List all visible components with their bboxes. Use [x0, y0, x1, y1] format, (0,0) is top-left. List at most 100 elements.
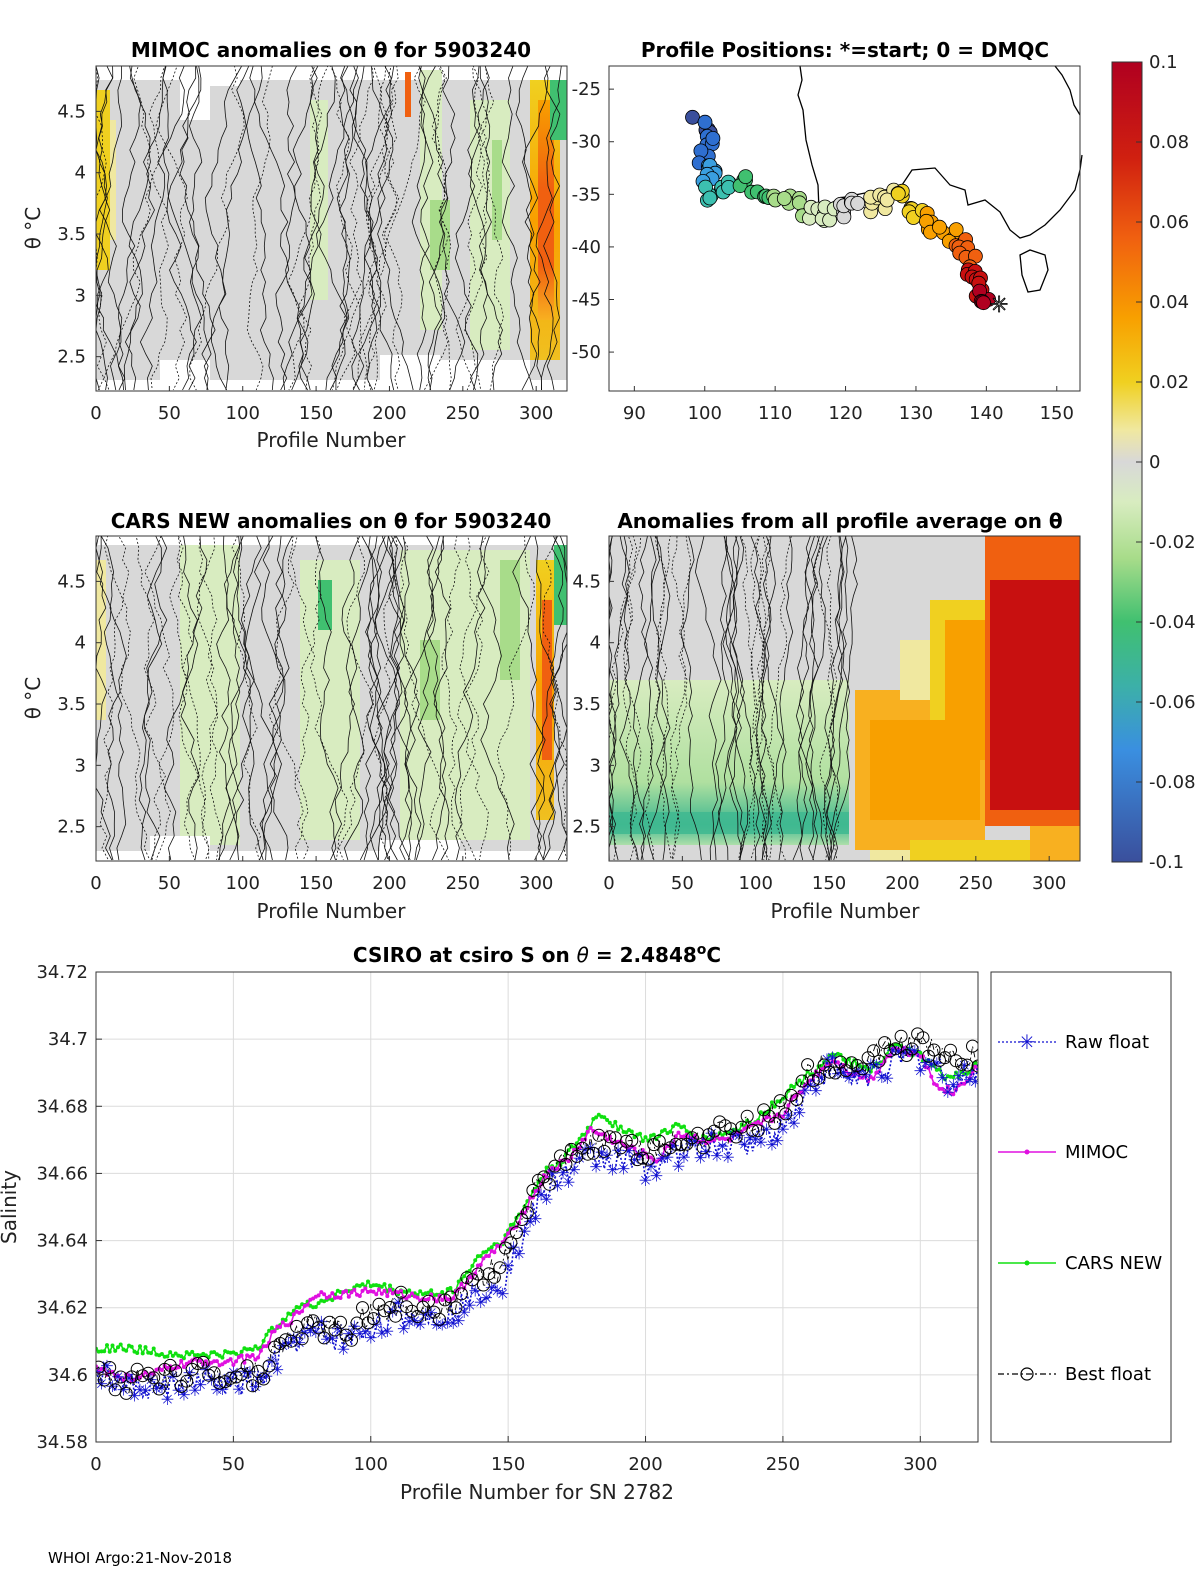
y-tick-label: 34.58 — [36, 1432, 88, 1453]
data-point: ✳ — [139, 1381, 152, 1400]
anomaly-contour — [454, 536, 495, 861]
data-point — [105, 1343, 109, 1348]
y-tick-label: 4 — [75, 163, 86, 184]
data-point — [394, 1285, 408, 1299]
data-point — [330, 1291, 335, 1296]
colorbar-tick-label: 0.08 — [1149, 132, 1189, 153]
allavg-axes-box — [608, 535, 1081, 862]
cars-panel: CARS NEW anomalies on θ for 5903240 0 50 1… — [21, 509, 568, 923]
data-point — [486, 1254, 491, 1258]
data-point — [371, 1283, 376, 1288]
x-tick-label: 200 — [628, 1454, 662, 1475]
data-point — [256, 1355, 261, 1360]
data-point — [487, 1270, 501, 1284]
data-point — [951, 1092, 956, 1097]
profile-position — [879, 192, 895, 208]
data-point — [636, 1151, 650, 1165]
data-point: ✳ — [529, 1209, 542, 1228]
data-point — [367, 1312, 380, 1326]
data-point — [250, 1353, 255, 1357]
anomaly-contour — [633, 536, 652, 861]
data-point — [399, 1289, 403, 1293]
data-point — [627, 1147, 631, 1152]
anomaly-contour — [296, 66, 359, 391]
data-point — [240, 1359, 254, 1373]
data-point — [272, 1329, 277, 1334]
data-point — [966, 1039, 978, 1053]
anomaly-contour — [670, 536, 688, 861]
data-point — [246, 1379, 260, 1393]
anomaly-contour — [398, 536, 420, 861]
positions-ticks: 90 100 110 120 130 140 150 -25 -30 -35 -40 -45 -50 — [572, 79, 1074, 424]
data-point — [165, 1354, 170, 1359]
data-point — [772, 1104, 777, 1109]
data-point — [143, 1345, 148, 1350]
anomaly-contour — [411, 66, 446, 391]
data-point — [588, 1125, 593, 1130]
data-point: ✳ — [875, 1068, 888, 1087]
x-tick-label: 300 — [903, 1454, 937, 1475]
data-point — [360, 1282, 365, 1287]
profile-position — [932, 219, 947, 235]
y-tick-label: 3 — [75, 285, 86, 306]
data-point — [844, 1069, 849, 1074]
data-point — [379, 1284, 384, 1289]
anomaly-contour — [432, 536, 451, 861]
data-point — [253, 1357, 258, 1362]
data-point — [682, 1124, 686, 1129]
data-point — [971, 1059, 978, 1073]
cars-contours — [96, 536, 567, 861]
anomaly-contour — [294, 536, 323, 861]
data-point — [212, 1359, 217, 1364]
anomaly-contour — [189, 66, 245, 391]
data-point — [429, 1288, 434, 1293]
data-point: ✳ — [677, 1148, 690, 1167]
anomaly-contour — [287, 66, 323, 391]
anomaly-contour — [454, 66, 490, 391]
salinity-series: ✳✳✳✳✳✳✳✳✳✳✳✳✳✳✳✳✳✳✳✳✳✳✳✳✳✳✳✳✳✳✳✳✳✳✳✳✳✳✳✳… — [96, 1027, 978, 1409]
data-point: ✳ — [562, 1173, 575, 1192]
data-point — [319, 1290, 324, 1295]
data-point — [410, 1291, 414, 1296]
anomaly-contour — [166, 66, 202, 391]
data-point — [217, 1353, 222, 1358]
data-point — [629, 1129, 634, 1134]
x-tick-label: 150 — [299, 403, 333, 424]
anomaly-contour — [364, 66, 388, 391]
anomaly-contour — [622, 536, 643, 861]
data-point — [654, 1159, 659, 1164]
y-tick-label: -45 — [572, 289, 601, 310]
anomaly-contour — [515, 66, 542, 390]
data-point — [548, 1159, 562, 1173]
data-point: ✳ — [710, 1146, 723, 1165]
data-point — [489, 1245, 494, 1250]
data-point — [261, 1344, 266, 1349]
data-point — [610, 1124, 615, 1129]
data-point — [179, 1358, 184, 1363]
colorbar-tick-label: 0.04 — [1149, 292, 1189, 313]
colorbar-tick-label: 0.1 — [1149, 52, 1178, 73]
y-tick-label: 2.5 — [572, 817, 601, 838]
profile-position — [705, 130, 721, 146]
anomaly-contour — [427, 66, 456, 391]
data-point — [356, 1301, 369, 1315]
anomaly-contour — [286, 66, 315, 391]
data-point — [955, 1057, 968, 1071]
data-point: ✳ — [743, 1128, 756, 1147]
data-point — [775, 1099, 780, 1104]
data-point — [338, 1296, 343, 1300]
anomaly-contour — [246, 66, 274, 391]
data-point: ✳ — [925, 1055, 938, 1074]
anomaly-contour — [650, 536, 670, 861]
mimoc-title: MIMOC anomalies on θ for 5903240 — [131, 38, 531, 62]
anomaly-contour — [219, 536, 250, 861]
data-point — [258, 1348, 263, 1353]
data-point: ✳ — [606, 1161, 619, 1180]
x-tick-label: 100 — [739, 873, 773, 894]
data-point: ✳ — [161, 1390, 174, 1409]
data-point: ✳ — [947, 1076, 960, 1095]
anomaly-contour — [139, 66, 188, 391]
anomaly-contour — [804, 536, 819, 861]
data-point — [751, 1124, 765, 1138]
anomaly-contour — [750, 536, 771, 861]
